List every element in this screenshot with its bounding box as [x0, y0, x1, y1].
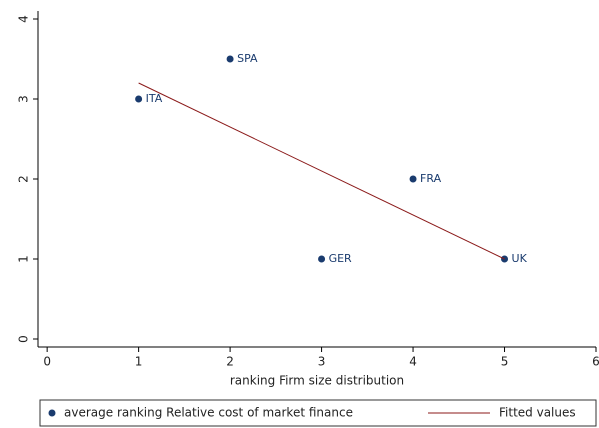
- point-label: GER: [329, 252, 352, 265]
- x-tick-label: 4: [409, 355, 417, 369]
- point: [226, 55, 234, 63]
- legend-label: average ranking Relative cost of market …: [64, 406, 353, 420]
- y-tick-label: 1: [17, 255, 31, 263]
- y-tick-label: 3: [17, 95, 31, 103]
- x-axis-title: ranking Firm size distribution: [230, 374, 404, 388]
- legend-box: [39, 399, 597, 427]
- point-label: UK: [512, 252, 528, 265]
- point-label: FRA: [420, 172, 442, 185]
- y-tick-label: 2: [17, 175, 31, 183]
- x-tick-label: 2: [226, 355, 234, 369]
- y-tick-label: 0: [17, 335, 31, 343]
- point-label: ITA: [146, 92, 163, 105]
- point: [135, 95, 143, 103]
- y-tick-label: 4: [17, 15, 31, 23]
- fitted-line: [138, 82, 505, 260]
- legend-label: Fitted values: [499, 406, 576, 420]
- point: [318, 255, 326, 263]
- x-tick-label: 0: [43, 355, 51, 369]
- x-tick-label: 3: [318, 355, 326, 369]
- x-tick-label: 5: [501, 355, 509, 369]
- legend-marker: [48, 409, 56, 417]
- point: [409, 175, 417, 183]
- x-tick-label: 6: [592, 355, 599, 369]
- x-tick-label: 1: [135, 355, 143, 369]
- point-label: SPA: [237, 52, 258, 65]
